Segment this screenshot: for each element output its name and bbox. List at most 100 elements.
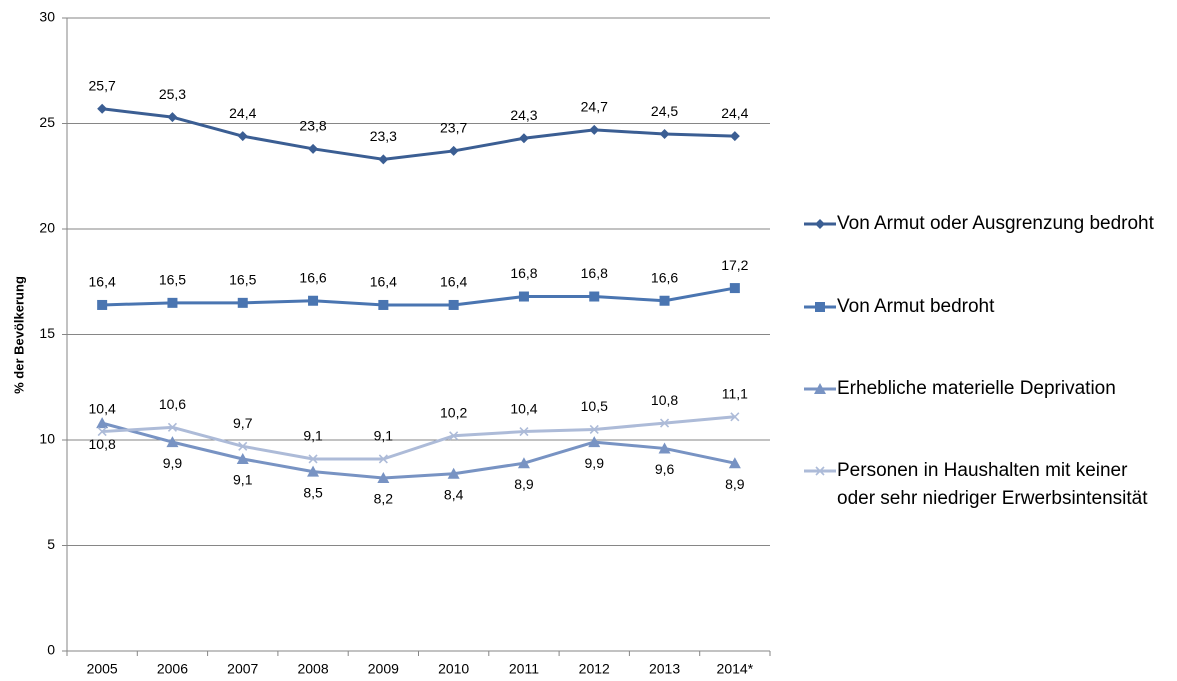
data-label: 24,7 bbox=[581, 99, 608, 115]
legend-entry: Erhebliche materielle Deprivation bbox=[803, 375, 1173, 403]
data-label: 9,1 bbox=[303, 428, 323, 444]
marker bbox=[518, 291, 529, 302]
data-label: 23,3 bbox=[370, 128, 397, 144]
data-label: 8,9 bbox=[514, 476, 534, 492]
data-label: 24,4 bbox=[721, 105, 748, 121]
legend-label: Personen in Haushalten mit keiner oder s… bbox=[837, 460, 1148, 509]
data-label: 16,5 bbox=[229, 272, 256, 288]
legend-entry: Von Armut oder Ausgrenzung bedroht bbox=[803, 210, 1173, 238]
x-tick-label: 2007 bbox=[227, 661, 258, 677]
data-label: 17,2 bbox=[721, 257, 748, 273]
marker bbox=[237, 297, 248, 308]
marker bbox=[815, 302, 825, 312]
data-label: 24,5 bbox=[651, 103, 678, 119]
x-tick-label: 2013 bbox=[649, 661, 680, 677]
data-label: 16,6 bbox=[651, 269, 678, 285]
data-label: 9,9 bbox=[163, 455, 183, 471]
y-axis-label: % der Bevölkerung bbox=[11, 276, 26, 394]
data-label: 10,4 bbox=[510, 400, 537, 416]
marker bbox=[815, 466, 825, 476]
marker bbox=[448, 145, 459, 156]
data-label: 9,9 bbox=[585, 455, 605, 471]
data-label: 8,2 bbox=[374, 491, 394, 507]
data-label: 10,8 bbox=[651, 392, 678, 408]
marker bbox=[814, 383, 826, 394]
marker bbox=[97, 426, 107, 437]
marker bbox=[659, 295, 670, 306]
data-label: 16,8 bbox=[510, 265, 537, 281]
data-label: 25,3 bbox=[159, 86, 186, 102]
legend-swatch bbox=[804, 466, 836, 476]
y-tick-label: 0 bbox=[47, 642, 55, 658]
marker bbox=[659, 129, 670, 140]
marker bbox=[447, 467, 460, 479]
series-line bbox=[102, 415, 735, 461]
data-label: 11,1 bbox=[722, 385, 748, 401]
x-tick-label: 2006 bbox=[157, 661, 188, 677]
data-label: 16,4 bbox=[89, 274, 116, 290]
y-tick-label: 15 bbox=[39, 325, 55, 341]
marker bbox=[589, 424, 599, 435]
legend-label: Von Armut bedroht bbox=[837, 296, 995, 317]
y-tick-label: 5 bbox=[47, 536, 55, 552]
x-tick-label: 2009 bbox=[368, 661, 399, 677]
x-tick-label: 2008 bbox=[297, 661, 328, 677]
data-label: 25,7 bbox=[89, 77, 116, 93]
marker bbox=[97, 103, 108, 114]
marker bbox=[96, 417, 109, 429]
x-tick-label: 2012 bbox=[579, 661, 610, 677]
x-tick-label: 2014* bbox=[717, 661, 754, 677]
marker bbox=[167, 422, 178, 432]
marker bbox=[659, 418, 670, 428]
marker bbox=[517, 457, 530, 469]
data-label: 10,4 bbox=[89, 400, 116, 416]
data-label: 24,3 bbox=[510, 107, 537, 123]
marker bbox=[448, 299, 459, 310]
y-tick-label: 10 bbox=[39, 431, 55, 447]
y-tick-label: 20 bbox=[39, 220, 55, 236]
marker bbox=[589, 124, 600, 135]
data-label: 16,4 bbox=[440, 274, 467, 290]
series-line bbox=[101, 107, 735, 161]
data-label: 10,2 bbox=[440, 404, 467, 420]
chart: % der Bevölkerung 0 5 10 15 20 25 30 2005 2006 20… bbox=[11, 9, 771, 677]
x-tick-label: 2005 bbox=[87, 661, 118, 677]
data-label: 8,5 bbox=[303, 484, 323, 500]
data-label: 9,1 bbox=[374, 428, 394, 444]
marker bbox=[519, 426, 529, 437]
legend-entry: Von Armut bedroht bbox=[803, 293, 1173, 321]
marker bbox=[238, 441, 248, 451]
data-label: 10,5 bbox=[581, 398, 608, 414]
marker bbox=[730, 412, 740, 422]
legend-label: Erhebliche materielle Deprivation bbox=[837, 378, 1116, 399]
legend-swatch bbox=[804, 383, 836, 394]
marker bbox=[588, 436, 601, 448]
data-label: 23,8 bbox=[299, 118, 326, 134]
marker bbox=[378, 454, 388, 464]
legend-label: Von Armut oder Ausgrenzung bedroht bbox=[837, 213, 1154, 234]
marker bbox=[308, 143, 319, 154]
marker bbox=[729, 131, 740, 142]
y-tick-label: 30 bbox=[39, 9, 55, 25]
data-label: 10,6 bbox=[159, 396, 186, 412]
data-label: 9,7 bbox=[233, 415, 253, 431]
marker bbox=[167, 112, 178, 123]
marker bbox=[729, 283, 740, 294]
marker bbox=[236, 452, 249, 464]
legend-entry: Personen in Haushalten mit keiner oder s… bbox=[803, 457, 1173, 513]
y-tick-label: 25 bbox=[39, 114, 55, 130]
data-label: 8,9 bbox=[725, 476, 745, 492]
x-tick-label: 2011 bbox=[509, 661, 539, 677]
data-label: 10,8 bbox=[89, 436, 116, 452]
marker bbox=[589, 291, 600, 302]
marker bbox=[449, 431, 459, 441]
marker bbox=[307, 465, 320, 477]
data-label: 24,4 bbox=[229, 105, 256, 121]
data-label: 9,6 bbox=[655, 461, 675, 477]
series-line bbox=[101, 421, 736, 480]
marker bbox=[377, 471, 390, 483]
marker bbox=[167, 297, 178, 308]
series-line bbox=[102, 286, 736, 307]
marker bbox=[815, 219, 825, 229]
